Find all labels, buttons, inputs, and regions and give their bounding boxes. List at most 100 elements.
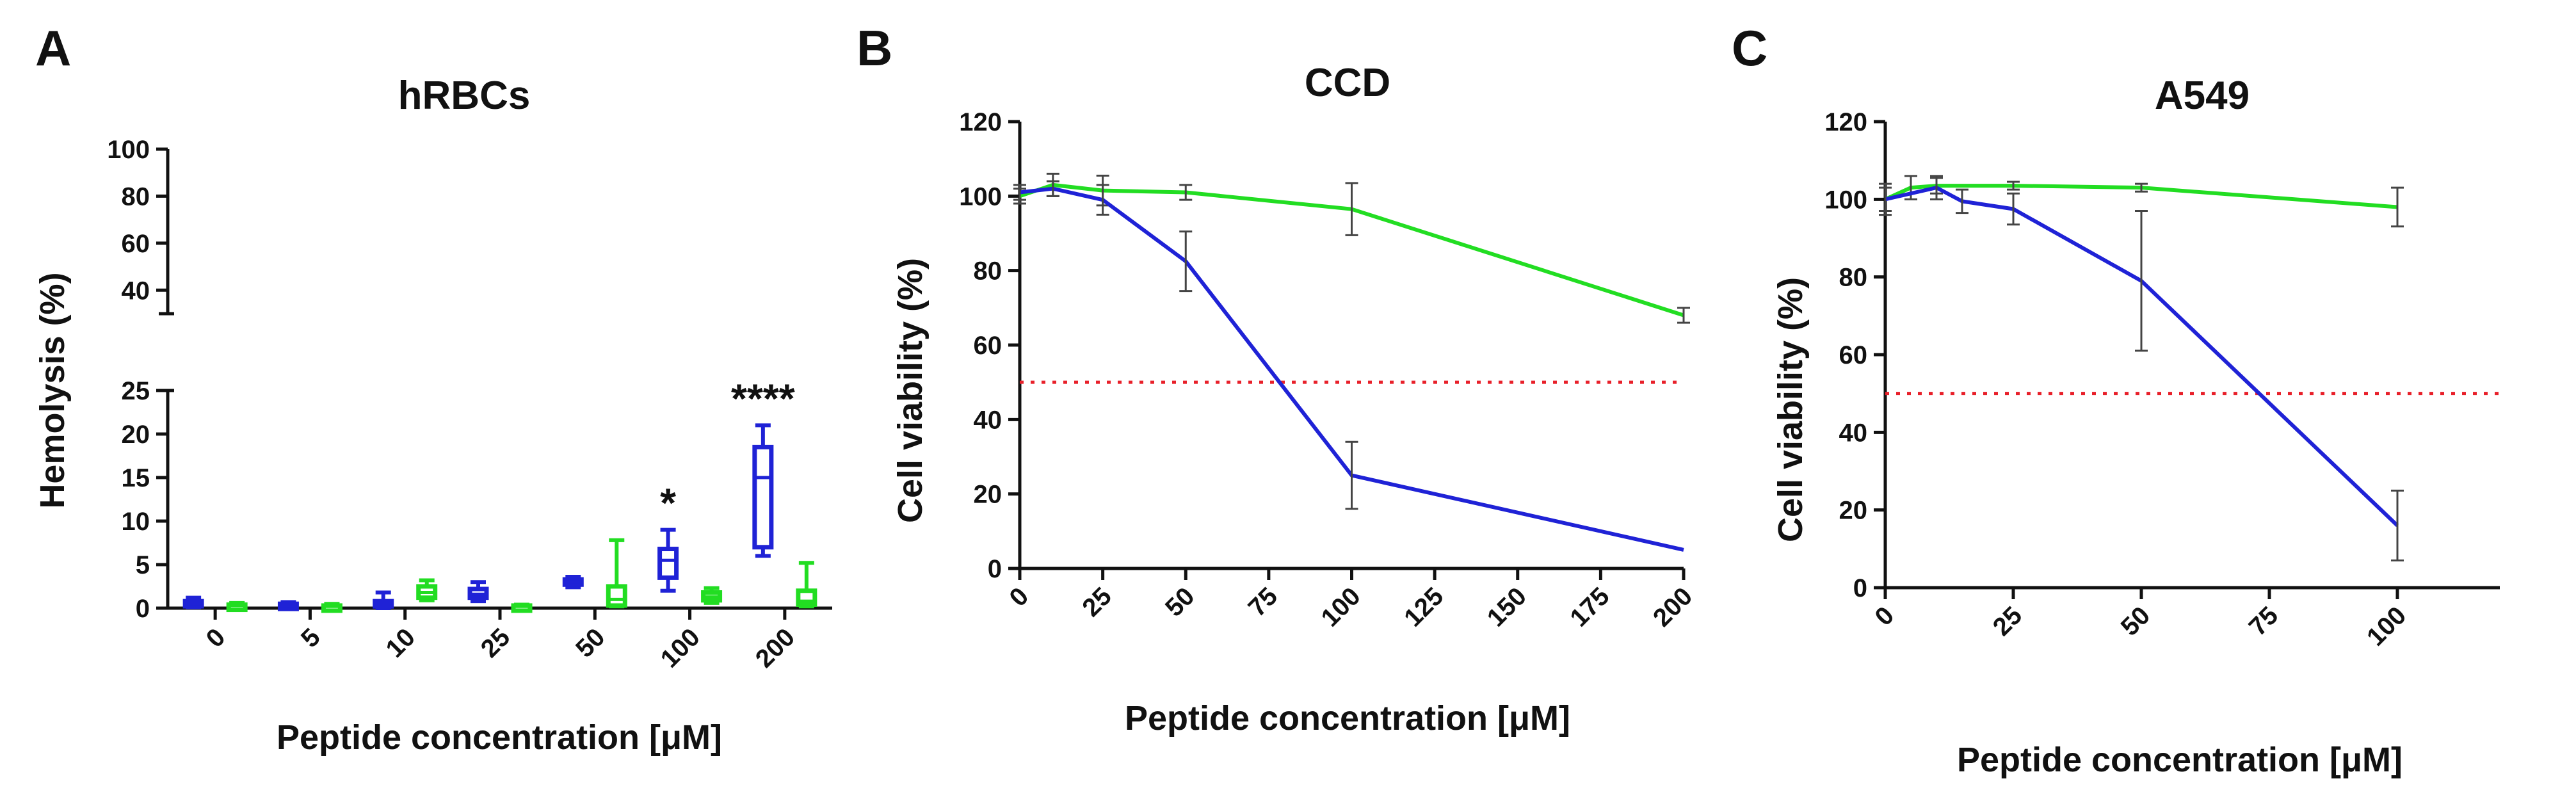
panel-a-x-tick-label: 50: [570, 623, 611, 663]
box-blue-200: [752, 423, 774, 558]
panel-b-y-tick-label: 40: [974, 406, 1002, 434]
panel-c-x-tick-label: 25: [1988, 601, 2028, 641]
panel-b-x-tick-label: 200: [1648, 582, 1698, 632]
panel-a-x-tick-label: 100: [656, 623, 705, 673]
panel-a-y-tick-label: 80: [122, 182, 150, 211]
panel-b-x-tick-label: 100: [1316, 582, 1366, 632]
panel-c-y-tick-label: 100: [1824, 186, 1867, 214]
panel-a-y-tick-label: 25: [122, 377, 150, 405]
panel-b-error-bar-blue: [1345, 440, 1358, 510]
box-blue-50: [562, 575, 584, 590]
panel-c-error-bar-blue: [2135, 210, 2148, 352]
panel-a-y-tick-label: 5: [136, 551, 150, 579]
box-body: [606, 584, 627, 608]
panel-b-x-tick-label: 150: [1482, 582, 1532, 632]
panel-c-y-tick-label: 0: [1853, 574, 1867, 602]
panel-c-error-bar-green: [2391, 186, 2404, 228]
panel-c-y-tick-label: 60: [1839, 341, 1868, 369]
box-body: [657, 547, 679, 580]
panel-c-line-blue: [1885, 186, 2399, 527]
box-blue-100: [657, 527, 679, 593]
significance-marker: *: [660, 480, 676, 526]
panel-c-error-bar-blue: [1956, 188, 1968, 214]
panel-b-error-bar-blue: [1013, 184, 1026, 201]
panel-b-error-bar-blue: [1096, 184, 1109, 216]
panel-c-error-bar-blue: [2007, 192, 2020, 226]
box-green-10: [416, 578, 438, 602]
panel-b-chart: 0 20 40 60 80 100 120 0 25 50 75 100 125 150 175 200: [959, 108, 1698, 632]
panel-b-y-tick-label: 60: [974, 332, 1002, 360]
panel-b-line-blue: [1019, 186, 1684, 552]
panel-b-x-label: Peptide concentration [μM]: [1125, 699, 1570, 737]
panel-a-title: hRBCs: [398, 74, 531, 118]
panel-c-y-tick-label: 80: [1839, 264, 1868, 292]
box-green-200: [796, 561, 817, 609]
panel-c-x-label: Peptide concentration [μM]: [1957, 741, 2403, 779]
panel-b-y-tick-label: 80: [974, 257, 1002, 286]
panel-c-error-bar-green: [2007, 181, 2020, 191]
panel-b-error-bar-blue: [1046, 180, 1059, 197]
panel-a-x-tick-label: 25: [476, 623, 516, 663]
panel-b-x-tick-label: 50: [1160, 582, 1200, 622]
box-body: [752, 444, 774, 550]
panel-a-y-label: Hemolysis (%): [33, 272, 72, 508]
panel-b-y-tick-label: 0: [988, 555, 1002, 583]
panel-a-y-tick-label: 100: [107, 136, 150, 164]
panel-c-error-bar-blue: [1930, 175, 1943, 200]
panel-c-error-bar-green: [2135, 182, 2148, 193]
panel-b-x-tick-label: 125: [1399, 582, 1449, 632]
panel-c-y-tick-label: 40: [1839, 419, 1868, 447]
panel-a-y-tick-label: 20: [122, 421, 150, 449]
panel-c-x-tick-label: 100: [2362, 601, 2411, 651]
panel-c-x-tick-label: 0: [1870, 601, 1900, 631]
panel-b-x-tick-label: 175: [1565, 582, 1614, 632]
box-blue-5: [277, 600, 299, 611]
panel-a-x-tick-label: 200: [750, 623, 800, 673]
box-green-0: [226, 600, 248, 613]
significance-marker: ****: [731, 375, 795, 421]
box-green-100: [701, 586, 723, 605]
panel-a-y-tick-label: 40: [122, 277, 150, 305]
panel-b-line-green: [1019, 182, 1684, 318]
panel-a-x-label: Peptide concentration [μM]: [277, 718, 722, 757]
panel-letter-c: C: [1732, 20, 1767, 76]
panel-a-y-tick-label: 15: [122, 464, 150, 492]
panel-b-y-label: Cell viability (%): [891, 258, 930, 523]
panel-a-y-tick-label: 0: [136, 595, 150, 623]
panel-c-y-tick-label: 120: [1824, 108, 1867, 136]
panel-a-y-tick-label: 60: [122, 230, 150, 258]
panel-letter-a: A: [35, 20, 71, 76]
panel-b-y-tick-label: 20: [974, 481, 1002, 509]
panel-c-chart: 0 20 40 60 80 100 120 0 25 50 75 100: [1824, 108, 2500, 652]
panel-b-error-bar-green: [1179, 184, 1193, 201]
panel-a-x-tick-label: 5: [296, 623, 326, 653]
panel-c-x-tick-label: 50: [2116, 601, 2156, 641]
panel-b-y-tick-label: 100: [959, 182, 1002, 211]
panel-c-line-green: [1884, 184, 2398, 209]
box-blue-10: [373, 590, 394, 610]
box-blue-25: [467, 580, 489, 604]
panel-c-x-tick-label: 75: [2244, 601, 2284, 641]
panel-b-error-bar-green: [1677, 307, 1690, 324]
panel-b-y-tick-label: 120: [959, 108, 1002, 136]
panel-c-error-bar-blue: [2391, 489, 2404, 562]
panel-b-error-bar-blue: [1179, 230, 1193, 293]
panel-b-title: CCD: [1305, 61, 1390, 105]
panel-b-x-tick-label: 75: [1243, 582, 1284, 622]
panel-c-y-tick-label: 20: [1839, 497, 1868, 525]
panel-b-x-tick-label: 0: [1004, 582, 1034, 612]
panel-a-x-tick-label: 0: [201, 623, 231, 653]
box-green-25: [511, 602, 533, 613]
panel-c-title: A549: [2155, 74, 2250, 118]
panel-b-error-bar-green: [1345, 182, 1358, 236]
panel-b-x-tick-label: 25: [1077, 582, 1117, 622]
panel-letter-b: B: [857, 20, 892, 76]
panel-c-error-bar-blue: [1879, 182, 1892, 216]
panel-a-y-tick-label: 10: [122, 508, 150, 536]
panel-a-x-tick-label: 10: [380, 623, 421, 663]
box-blue-0: [182, 595, 204, 609]
panel-c-y-label: Cell viability (%): [1771, 277, 1810, 542]
